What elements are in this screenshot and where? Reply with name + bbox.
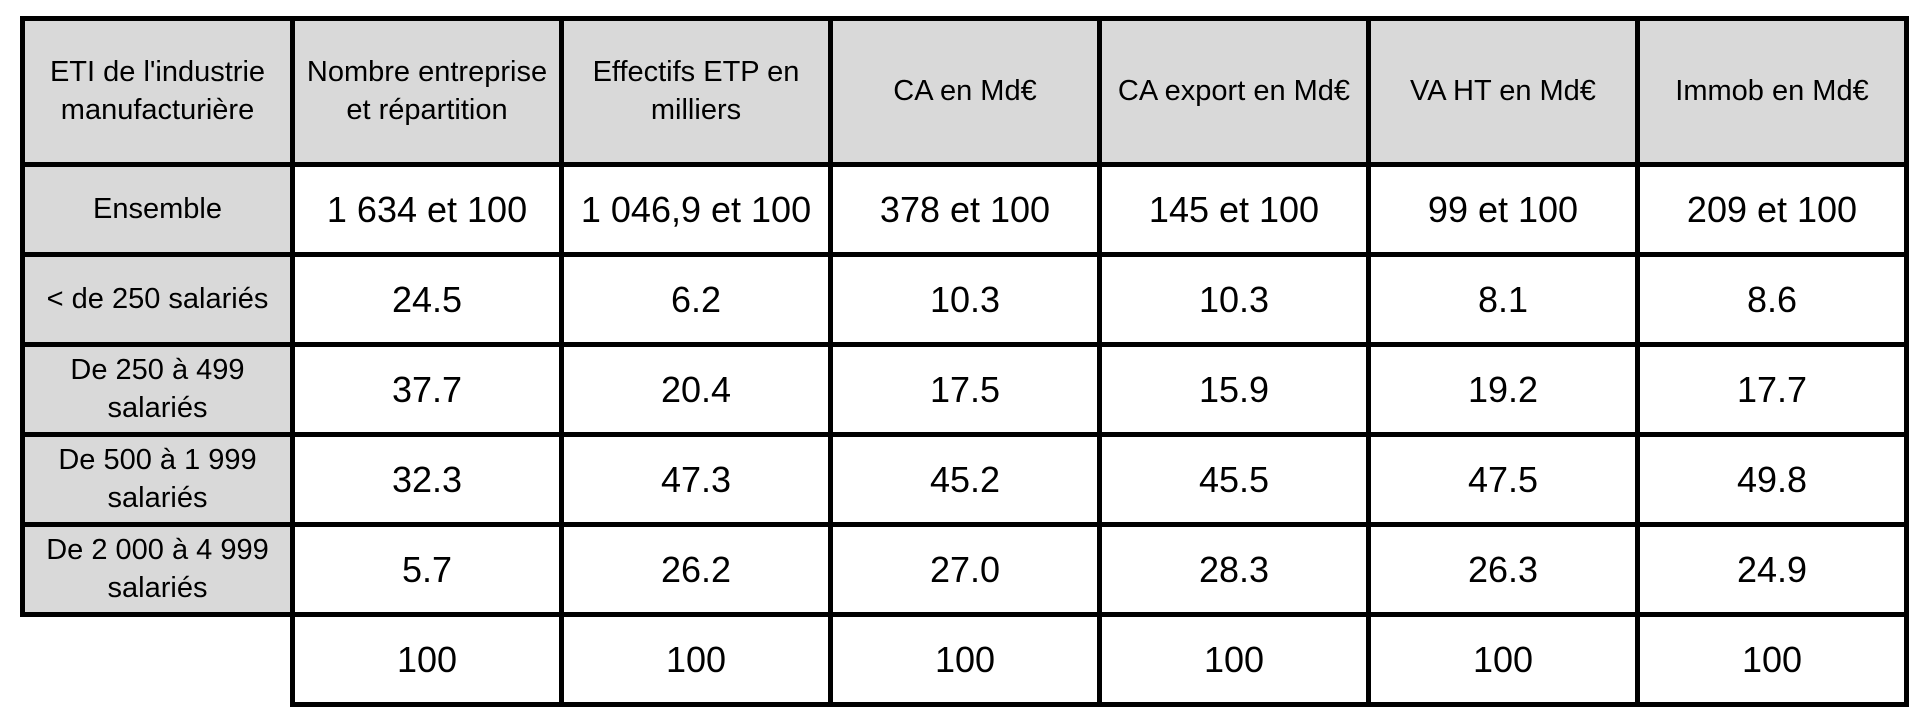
table-row: De 250 à 499 salariés 37.7 20.4 17.5 15.… [20,342,1909,437]
header-cell-effectifs: Effectifs ETP en milliers [559,16,833,167]
table-cell: 99 et 100 [1366,162,1640,257]
table-cell: 100 [290,612,564,707]
table-cell: 100 [828,612,1102,707]
table-cell: 10.3 [828,252,1102,347]
row-label: De 250 à 499 salariés [20,342,295,437]
table-cell: 10.3 [1097,252,1371,347]
table-cell: 49.8 [1635,432,1909,527]
table-cell: 8.1 [1366,252,1640,347]
header-cell-category: ETI de l'industrie manufacturière [20,16,295,167]
table-cell: 100 [1635,612,1909,707]
table-cell: 37.7 [290,342,564,437]
table-cell: 26.3 [1366,522,1640,617]
table-cell: 24.9 [1635,522,1909,617]
table-cell: 32.3 [290,432,564,527]
table-row: De 2 000 à 4 999 salariés 5.7 26.2 27.0 … [20,522,1909,617]
table-row: De 500 à 1 999 salariés 32.3 47.3 45.2 4… [20,432,1909,527]
table-cell: 24.5 [290,252,564,347]
table-cell: 378 et 100 [828,162,1102,257]
table-row: < de 250 salariés 24.5 6.2 10.3 10.3 8.1… [20,252,1909,347]
table-cell: 19.2 [1366,342,1640,437]
table-cell: 17.5 [828,342,1102,437]
table-cell: 20.4 [559,342,833,437]
table-cell: 15.9 [1097,342,1371,437]
table-cell: 28.3 [1097,522,1371,617]
total-row: 100 100 100 100 100 100 [22,612,1909,707]
table-cell: 27.0 [828,522,1102,617]
table-cell: 47.3 [559,432,833,527]
header-cell-ca-export: CA export en Md€ [1097,16,1371,167]
table-cell: 8.6 [1635,252,1909,347]
table-cell: 100 [1097,612,1371,707]
table-row: Ensemble 1 634 et 100 1 046,9 et 100 378… [20,162,1909,257]
table-cell: 5.7 [290,522,564,617]
row-label: De 500 à 1 999 salariés [20,432,295,527]
empty-corner-cell [22,612,295,705]
row-label: Ensemble [20,162,295,257]
table-cell: 100 [1366,612,1640,707]
table-cell: 1 634 et 100 [290,162,564,257]
header-cell-nombre: Nombre entreprise et répartition [290,16,564,167]
header-cell-va-ht: VA HT en Md€ [1366,16,1640,167]
header-cell-ca: CA en Md€ [828,16,1102,167]
table-cell: 17.7 [1635,342,1909,437]
header-cell-immob: Immob en Md€ [1635,16,1909,167]
header-row: ETI de l'industrie manufacturière Nombre… [20,16,1909,167]
table-cell: 26.2 [559,522,833,617]
data-table: ETI de l'industrie manufacturière Nombre… [20,16,1909,707]
table-cell: 209 et 100 [1635,162,1909,257]
table-cell: 6.2 [559,252,833,347]
table-cell: 45.2 [828,432,1102,527]
table-cell: 1 046,9 et 100 [559,162,833,257]
table-cell: 47.5 [1366,432,1640,527]
row-label: < de 250 salariés [20,252,295,347]
table-cell: 100 [559,612,833,707]
row-label: De 2 000 à 4 999 salariés [20,522,295,617]
table-cell: 145 et 100 [1097,162,1371,257]
table-cell: 45.5 [1097,432,1371,527]
